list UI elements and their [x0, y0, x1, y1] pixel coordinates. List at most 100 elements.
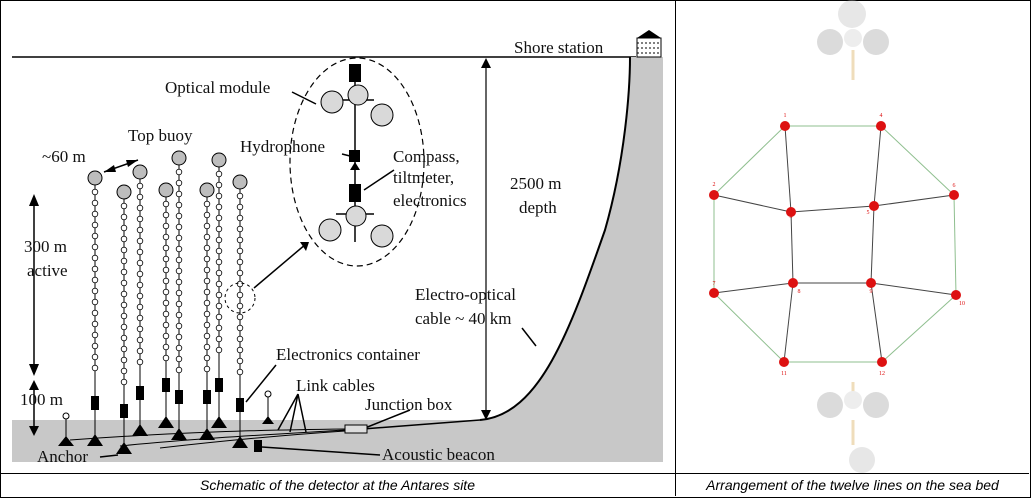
- storey-marker: [136, 215, 144, 223]
- storey-marker: [136, 336, 144, 344]
- detector-lines: [58, 150, 274, 454]
- acoustic-beacon-label: Acoustic beacon: [382, 445, 495, 464]
- inner-connection: [873, 194, 955, 207]
- inner-connection: [873, 125, 882, 207]
- line-number-label: 10: [959, 301, 965, 307]
- storey-marker: [120, 268, 128, 276]
- electronics-container-label: Electronics container: [276, 345, 420, 364]
- line-node-marker: [788, 278, 798, 288]
- storey-marker: [203, 332, 211, 340]
- storey-marker: [162, 343, 170, 351]
- storey-marker: [236, 346, 244, 354]
- inner-connection: [713, 194, 792, 213]
- storey-marker: [203, 321, 211, 329]
- storey-marker: [215, 170, 223, 178]
- compass-label-line3: electronics: [393, 191, 467, 210]
- line-node-marker: [877, 357, 887, 367]
- detector-line: [158, 182, 174, 428]
- storey-marker: [175, 278, 183, 286]
- storey-marker: [236, 203, 244, 211]
- storey-marker: [236, 247, 244, 255]
- line-number-label: 11: [781, 371, 787, 377]
- inner-connection: [870, 282, 883, 363]
- link-cables-label: Link cables: [296, 376, 375, 395]
- top-buoy-icon: [132, 164, 148, 180]
- acoustic-beacon-pointer: [261, 446, 381, 456]
- storey-marker: [91, 364, 99, 372]
- storey-marker: [215, 269, 223, 277]
- storey-marker: [136, 358, 144, 366]
- line-number-label: 12: [879, 371, 885, 377]
- storey-marker: [162, 200, 170, 208]
- storey-marker: [120, 246, 128, 254]
- storey-marker: [203, 343, 211, 351]
- storey-marker: [215, 181, 223, 189]
- line-spacing-arrow: [103, 159, 139, 173]
- line-node-marker: [709, 288, 719, 298]
- seabed-slope: [12, 57, 663, 462]
- storey-marker: [162, 255, 170, 263]
- storey-marker: [215, 247, 223, 255]
- zoom-source-circle: [224, 282, 256, 314]
- storey-marker: [91, 353, 99, 361]
- storey-marker: [236, 269, 244, 277]
- detector-line: [199, 182, 215, 440]
- inner-connection: [870, 282, 957, 296]
- storey-marker: [175, 201, 183, 209]
- storey-marker: [215, 346, 223, 354]
- storey-marker: [175, 366, 183, 374]
- left-panel-caption: Schematic of the detector at the Antares…: [200, 477, 475, 493]
- storey-marker: [236, 291, 244, 299]
- storey-marker: [175, 234, 183, 242]
- storey-marker: [120, 224, 128, 232]
- storey-marker: [136, 314, 144, 322]
- storey-marker: [136, 204, 144, 212]
- storey-marker: [175, 267, 183, 275]
- storey-marker: [203, 266, 211, 274]
- active-length-arrow: [29, 194, 39, 376]
- line-position-node: 6: [949, 183, 959, 200]
- optical-module-pointer: [291, 91, 317, 105]
- cable-label-line1: Electro-optical: [415, 285, 516, 304]
- storey-marker: [91, 254, 99, 262]
- anchor-icon: [87, 434, 103, 446]
- storey-marker: [162, 233, 170, 241]
- storey-marker: [175, 168, 183, 176]
- junction-box-label: Junction box: [365, 395, 453, 414]
- inner-connection: [790, 211, 794, 284]
- anchor-label: Anchor: [37, 447, 88, 466]
- storey-marker: [136, 248, 144, 256]
- storey-marker: [236, 335, 244, 343]
- anchor-icon: [211, 416, 227, 428]
- storey-marker: [236, 192, 244, 200]
- storey-marker: [120, 378, 128, 386]
- storey-marker: [236, 302, 244, 310]
- storey-marker: [91, 243, 99, 251]
- line-node-marker: [786, 207, 796, 217]
- storey-marker: [136, 292, 144, 300]
- storey-marker: [120, 367, 128, 375]
- storey-marker: [120, 213, 128, 221]
- line-number-label: 3: [790, 214, 793, 220]
- storey-marker: [120, 301, 128, 309]
- storey-marker: [215, 192, 223, 200]
- line-number-label: 6: [953, 183, 956, 189]
- storey-marker: [162, 222, 170, 230]
- line-number-label: 5: [867, 210, 870, 216]
- storey-marker: [175, 300, 183, 308]
- shore-station-icon: [636, 30, 662, 58]
- active-label-line1: 300 m: [24, 237, 67, 256]
- storey-marker: [91, 265, 99, 273]
- anchor-icon: [158, 416, 174, 428]
- electronics-container-icon: [215, 378, 223, 392]
- inner-connection: [790, 205, 875, 213]
- storey-marker: [175, 311, 183, 319]
- storey-marker: [203, 200, 211, 208]
- storey-marker: [136, 259, 144, 267]
- caption-divider: [0, 473, 1029, 474]
- storey-marker: [203, 365, 211, 373]
- anchor-pointer: [99, 454, 119, 458]
- top-buoy-icon: [211, 152, 227, 168]
- storey-marker: [91, 342, 99, 350]
- top-buoy-label: Top buoy: [128, 126, 193, 145]
